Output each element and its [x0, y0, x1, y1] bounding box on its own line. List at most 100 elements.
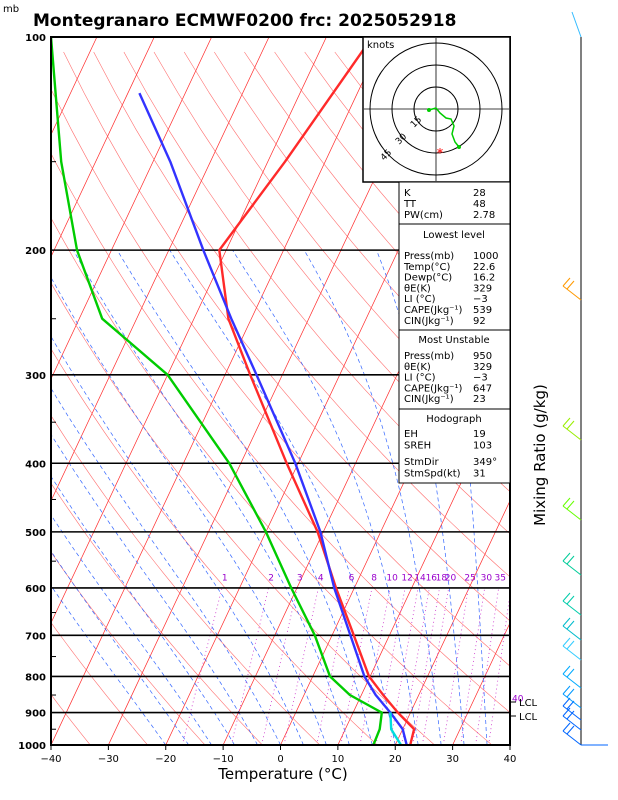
- dry-adiabat: [153, 51, 510, 493]
- x-axis-label: Temperature (°C): [217, 765, 347, 783]
- isotherm: [51, 37, 270, 502]
- mixing-ratio-label: 6: [349, 574, 355, 584]
- wind-barb: [562, 600, 582, 616]
- hodograph-trace: [428, 107, 460, 148]
- info-label: StmSpd(kt): [404, 469, 461, 480]
- info-value: 103: [473, 441, 492, 452]
- moist-adiabat: [232, 249, 419, 745]
- mixing-ratio-line: [230, 587, 269, 745]
- mixing-ratio-label: 25: [464, 574, 475, 584]
- wind-barb-flag: [566, 700, 575, 710]
- wind-barb: [562, 673, 582, 689]
- wind-barb-flag: [566, 710, 575, 720]
- mixing-ratio-label: 4: [318, 574, 324, 584]
- wind-barb-flag: [562, 685, 571, 695]
- info-section-title: Most Unstable: [418, 335, 489, 346]
- isotherm: [51, 37, 212, 380]
- info-label: K: [404, 188, 411, 199]
- mixing-ratio-label: 14: [414, 574, 426, 584]
- wind-barb: [562, 715, 582, 731]
- wind-barb-flag: [562, 697, 571, 707]
- wind-barb-flag: [562, 497, 571, 507]
- dry-adiabat: [51, 694, 91, 745]
- wind-barb-flag: [562, 637, 571, 647]
- mixing-ratio-line: [389, 587, 419, 745]
- wind-barb-flag: [562, 592, 571, 602]
- mixing-ratio-label: 20: [445, 574, 457, 584]
- mixing-ratio-label: 35: [495, 574, 506, 584]
- x-tick-label: −30: [98, 754, 119, 765]
- lcl-label-lower: LCL: [519, 712, 538, 723]
- wind-barb-flag: [562, 617, 571, 627]
- wind-barb-flag: [562, 417, 571, 427]
- mixing-ratio-line: [488, 591, 510, 745]
- isotherm: [509, 744, 510, 745]
- isotherm: [567, 37, 618, 745]
- mixing-ratio-line: [475, 587, 500, 745]
- info-label: TT: [403, 199, 417, 210]
- wind-barb-flag: [566, 595, 575, 605]
- info-value: 31: [473, 469, 486, 480]
- moist-adiabat: [51, 475, 235, 745]
- info-value: 329: [473, 283, 492, 294]
- pressure-axis: 100 200 300 400 500 600 700 800 900 1000: [18, 33, 56, 752]
- mixing-ratio-label: 16: [426, 574, 438, 584]
- dry-adiabat: [51, 551, 206, 745]
- dry-adiabat: [51, 414, 321, 745]
- mixing-ratio-line: [283, 587, 319, 745]
- pressure-tick-label: 800: [25, 672, 46, 683]
- info-label: StmDir: [404, 457, 439, 468]
- x-tick-label: 30: [446, 754, 459, 765]
- wind-barb-flag: [562, 277, 571, 287]
- info-label: EH: [404, 429, 418, 440]
- mixing-ratio-axis-label: Mixing Ratio (g/kg): [531, 384, 549, 526]
- moist-adiabat: [51, 550, 189, 745]
- hodograph: knots 15 30 45 *: [362, 36, 511, 183]
- mixing-ratio-label: 40: [512, 695, 524, 705]
- wind-barb: [562, 693, 582, 709]
- info-value: 19: [473, 429, 486, 440]
- stability-table: K 28 TT 48 PW(cm) 2.78 Lowest level Press(mb) 10…: [398, 181, 511, 484]
- wind-barb-flag: [566, 500, 575, 510]
- x-tick-label: 40: [504, 754, 517, 765]
- info-value: 349°: [473, 457, 497, 468]
- info-label: LI (°C): [404, 294, 436, 305]
- info-section-title: Hodograph: [426, 414, 481, 425]
- mixing-ratio-line: [316, 587, 350, 745]
- info-label: θE(K): [404, 362, 431, 373]
- mixing-ratio-line: [412, 587, 440, 745]
- info-label: Temp(°C): [403, 262, 451, 273]
- mixing-ratio-line: [261, 587, 298, 745]
- dewpoint-line: [51, 37, 383, 745]
- moist-adiabat: [303, 249, 442, 745]
- wind-barb-flag: [562, 665, 571, 675]
- info-value: 92: [473, 316, 486, 327]
- info-value: 1000: [473, 251, 498, 262]
- info-label: CIN(Jkg⁻¹): [404, 394, 454, 405]
- mixing-ratio-line: [460, 587, 486, 745]
- virtual-temperature-line: [389, 712, 403, 745]
- wind-barb: [562, 730, 582, 746]
- isotherm: [51, 37, 98, 136]
- x-tick-label: 0: [277, 754, 283, 765]
- isotherm: [51, 37, 155, 258]
- x-tick-label: −40: [40, 754, 61, 765]
- parcel-line: [138, 92, 408, 745]
- mixing-ratio-label: 3: [297, 574, 303, 584]
- chart-title: Montegranaro ECMWF0200 frc: 2025052918: [33, 11, 456, 31]
- isotherm: [394, 500, 510, 745]
- mixing-ratio-line: [401, 587, 430, 745]
- wind-barb: [562, 285, 582, 301]
- info-value: −3: [473, 294, 488, 305]
- moist-adiabat: [51, 433, 258, 745]
- wind-barb-column: [562, 11, 608, 746]
- pressure-tick-label: 400: [25, 459, 46, 470]
- wind-barb-flag: [566, 688, 575, 698]
- mixing-ratio-line: [181, 587, 223, 745]
- info-label: θE(K): [404, 283, 431, 294]
- info-label: Press(mb): [404, 251, 454, 262]
- info-value: 23: [473, 394, 486, 405]
- pressure-tick-label: 300: [25, 371, 46, 382]
